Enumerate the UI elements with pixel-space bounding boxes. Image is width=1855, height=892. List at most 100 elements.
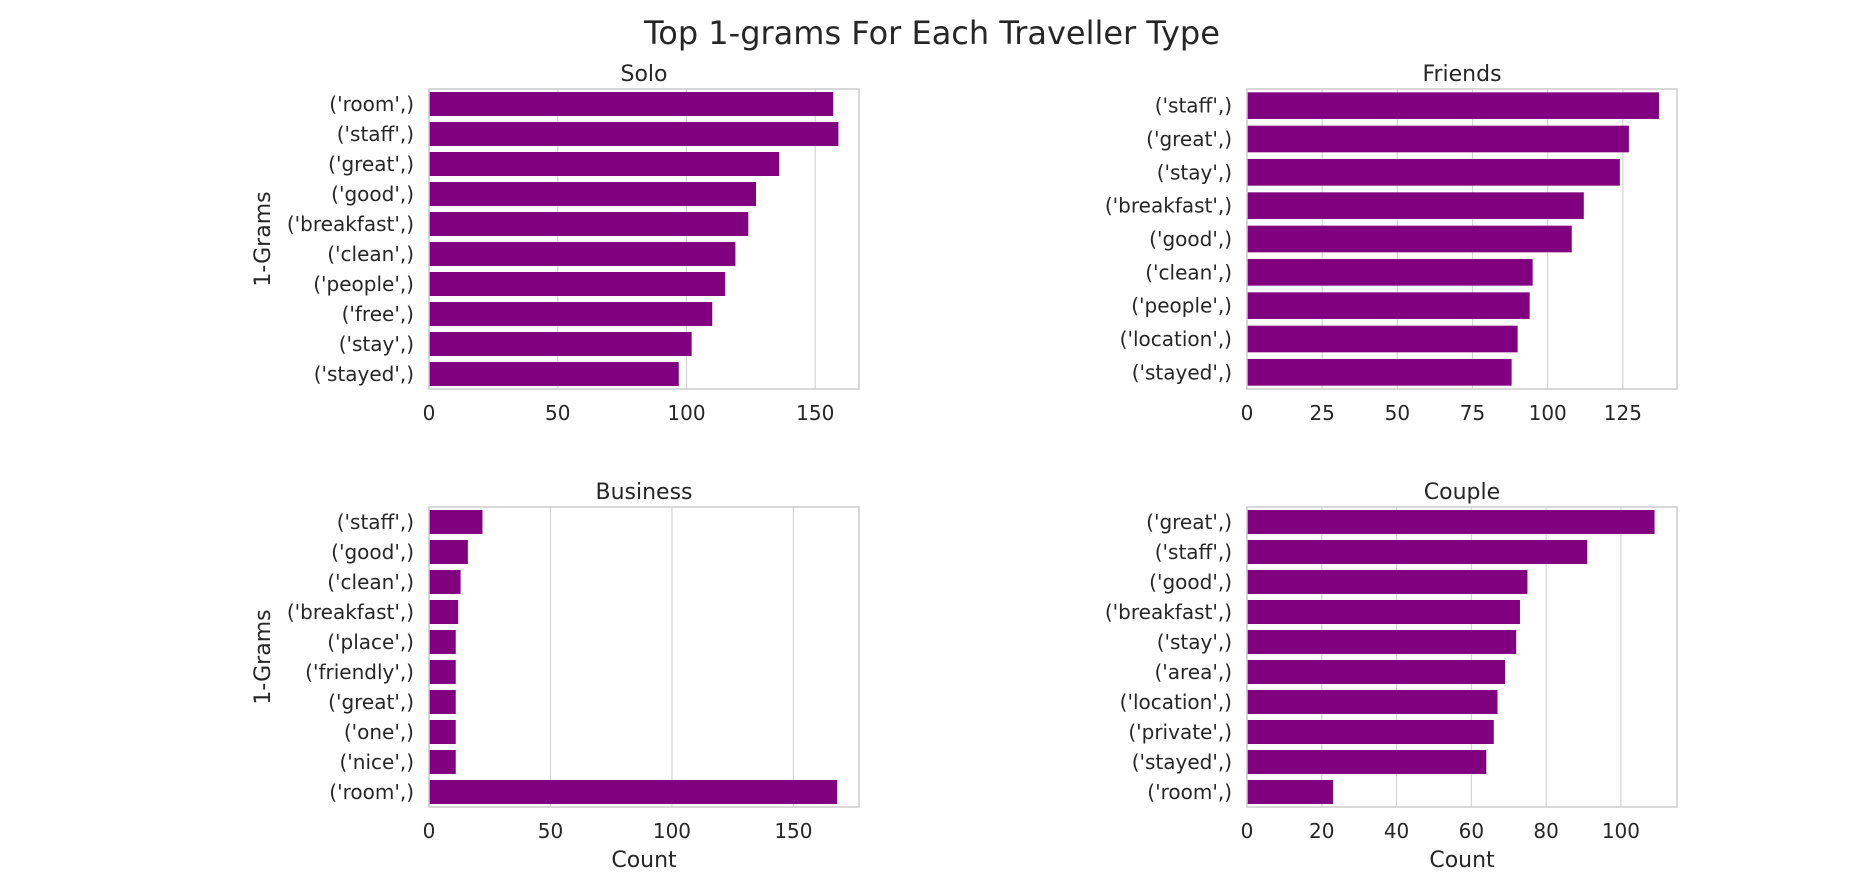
x-tick-label: 150 [796, 401, 834, 425]
x-axis-label: Count [1429, 848, 1495, 873]
subplot-friends: 0 25 50 75 100 125 ('staff',) ('great',) ('stay'… [1105, 62, 1678, 425]
subplot-title: Friends [1422, 62, 1501, 87]
subplot-couple: 0 20 40 60 80 100 ('great',) ('staff',) ('good',… [1105, 480, 1678, 873]
y-tick-label: ('great',) [328, 690, 414, 714]
bar [429, 182, 757, 206]
bar [429, 152, 780, 176]
subplot-solo: 0 50 100 150 ('room',) ('staff',) ('great',) ('… [251, 62, 860, 425]
x-tick-label: 20 [1309, 819, 1334, 843]
axes-frame [1246, 506, 1678, 808]
y-tick-label: ('staff',) [1155, 94, 1232, 118]
y-tick-label: ('staff',) [337, 510, 414, 534]
bar [1247, 600, 1520, 624]
y-tick-label: ('good',) [1149, 227, 1232, 251]
y-tick-label: ('great',) [1146, 127, 1232, 151]
bar [429, 302, 713, 326]
y-tick-label: ('breakfast',) [287, 600, 414, 624]
bar [1247, 690, 1498, 714]
bar [1247, 540, 1588, 564]
bar [429, 630, 456, 654]
x-tick-label: 0 [1241, 819, 1254, 843]
subplot-title: Business [595, 480, 692, 505]
y-tick-label: ('room',) [329, 780, 414, 804]
x-tick-label: 40 [1384, 819, 1409, 843]
axes-frame [428, 88, 860, 390]
y-tick-label: ('one',) [344, 720, 414, 744]
bar [1247, 192, 1584, 219]
x-tick-label: 0 [423, 819, 436, 843]
x-tick-label: 60 [1459, 819, 1484, 843]
bar [1247, 292, 1530, 319]
bar [429, 272, 726, 296]
x-tick-label: 100 [1529, 401, 1567, 425]
x-tick-label: 50 [538, 819, 563, 843]
y-tick-label: ('area',) [1154, 660, 1232, 684]
bar [429, 690, 456, 714]
x-tick-label: 0 [423, 401, 436, 425]
y-tick-label: ('location',) [1120, 690, 1232, 714]
bar [429, 212, 749, 236]
bar [1247, 125, 1629, 153]
x-tick-label: 50 [1385, 401, 1410, 425]
y-tick-label: ('people',) [313, 272, 414, 296]
bar [429, 660, 456, 684]
y-tick-label: ('staff',) [1155, 540, 1232, 564]
bar [429, 242, 736, 266]
x-axis-label: Count [611, 848, 677, 873]
y-tick-label: ('breakfast',) [1105, 194, 1232, 218]
x-tick-label: 100 [653, 819, 691, 843]
bar [429, 600, 459, 624]
y-tick-label: ('place',) [327, 630, 414, 654]
y-tick-label: ('free',) [342, 302, 414, 326]
bar [429, 540, 468, 564]
x-tick-label: 100 [1602, 819, 1640, 843]
bar [1247, 92, 1659, 119]
y-tick-label: ('stayed',) [1132, 750, 1232, 774]
x-tick-label: 150 [774, 819, 812, 843]
y-tick-label: ('stay',) [1157, 160, 1232, 184]
bar [429, 122, 839, 146]
figure-title: Top 1-grams For Each Traveller Type [643, 14, 1220, 52]
x-tick-label: 50 [545, 401, 570, 425]
y-tick-label: ('clean',) [1145, 260, 1232, 284]
bar [1247, 720, 1494, 744]
bar [1247, 259, 1533, 286]
subplot-title: Solo [621, 62, 668, 87]
y-tick-label: ('good',) [331, 540, 414, 564]
axes-frame [428, 506, 860, 808]
y-axis-label: 1-Grams [251, 191, 276, 286]
bar [429, 510, 483, 534]
x-tick-label: 80 [1533, 819, 1558, 843]
y-tick-label: ('people',) [1131, 294, 1232, 318]
x-tick-label: 125 [1604, 401, 1642, 425]
bar [1247, 630, 1517, 654]
x-tick-label: 100 [667, 401, 705, 425]
y-axis-label: 1-Grams [251, 609, 276, 704]
y-tick-label: ('stay',) [1157, 630, 1232, 654]
bar [429, 362, 679, 386]
y-tick-label: ('breakfast',) [287, 212, 414, 236]
bar [1247, 159, 1620, 186]
bar [429, 92, 834, 116]
subplot-title: Couple [1424, 480, 1500, 505]
bar [429, 780, 838, 804]
y-tick-label: ('great',) [1146, 510, 1232, 534]
y-tick-label: ('friendly',) [305, 660, 414, 684]
y-tick-label: ('stayed',) [314, 362, 414, 386]
y-tick-label: ('breakfast',) [1105, 600, 1232, 624]
bar [1247, 570, 1528, 594]
axes-frame [1246, 88, 1678, 390]
y-tick-label: ('room',) [1147, 780, 1232, 804]
y-tick-label: ('staff',) [337, 122, 414, 146]
bar [1247, 510, 1655, 534]
bar [429, 750, 456, 774]
y-tick-label: ('good',) [331, 182, 414, 206]
y-tick-label: ('great',) [328, 152, 414, 176]
y-tick-label: ('room',) [329, 92, 414, 116]
x-tick-label: 0 [1241, 401, 1254, 425]
y-tick-label: ('location',) [1120, 327, 1232, 351]
y-tick-label: ('stayed',) [1132, 360, 1232, 384]
bar [429, 570, 461, 594]
bar [1247, 225, 1572, 253]
